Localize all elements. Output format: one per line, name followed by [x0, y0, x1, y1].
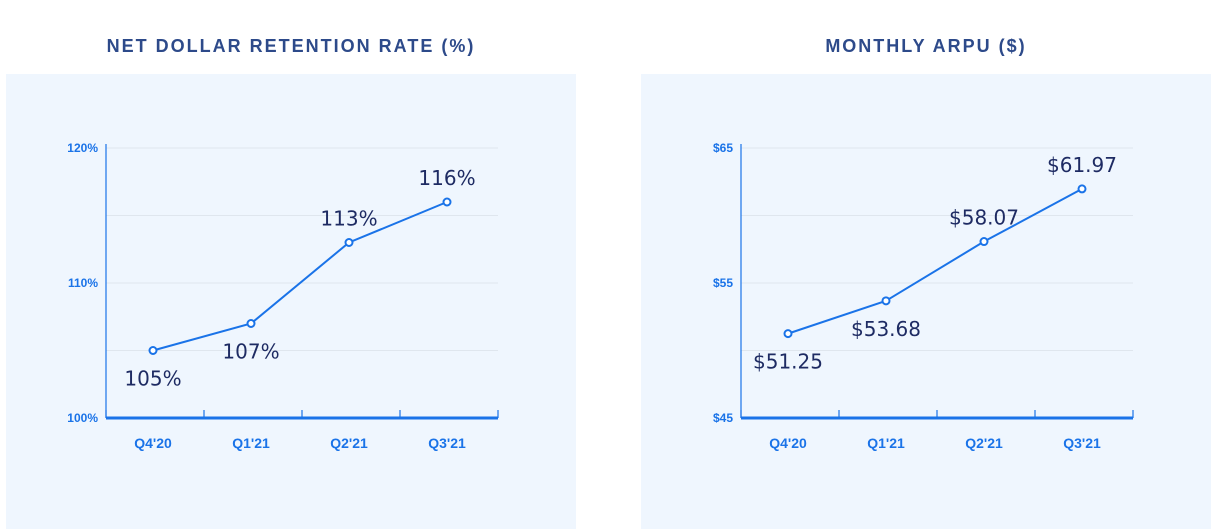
net-dollar-retention-chart: NET DOLLAR RETENTION RATE (%) 100% 110% 12… [6, 0, 576, 529]
data-label: 113% [320, 207, 377, 231]
chart-plot: 100% 110% 120% Q4'20 Q1'21 Q2'21 Q3'21 105% 107%… [67, 141, 499, 451]
data-label: $53.68 [851, 317, 921, 341]
y-tick-label: 110% [68, 276, 98, 290]
chart-title: NET DOLLAR RETENTION RATE (%) [106, 36, 476, 56]
data-label: $58.07 [949, 206, 1019, 230]
chart-panel [641, 74, 1211, 529]
x-tick-label: Q4'20 [134, 435, 172, 451]
data-point [881, 296, 891, 306]
y-tick-label: 100% [67, 411, 98, 425]
chart-title: MONTHLY ARPU ($) [825, 36, 1027, 56]
x-tick-label: Q3'21 [428, 435, 466, 451]
x-tick-label: Q2'21 [965, 435, 1003, 451]
y-tick-label: $65 [713, 141, 733, 155]
x-tick-label: Q1'21 [867, 435, 905, 451]
x-tick-label: Q1'21 [232, 435, 270, 451]
monthly-arpu-chart: MONTHLY ARPU ($) $45 $55 $65 Q4'20 Q1'21 Q2'2… [641, 0, 1211, 529]
chart-panel [6, 74, 576, 529]
data-point [783, 329, 793, 339]
x-tick-label: Q3'21 [1063, 435, 1101, 451]
data-label: 105% [124, 367, 181, 391]
data-point [442, 197, 452, 207]
y-tick-label: $45 [713, 411, 733, 425]
x-tick-label: Q4'20 [769, 435, 807, 451]
y-tick-label: $55 [713, 276, 733, 290]
data-label: 116% [418, 166, 475, 190]
data-point [979, 237, 989, 247]
x-tick-label: Q2'21 [330, 435, 368, 451]
data-point [148, 346, 158, 355]
y-tick-label: 120% [67, 141, 98, 155]
data-point [1077, 184, 1087, 194]
chart-plot: $45 $55 $65 Q4'20 Q1'21 Q2'21 Q3'21 $51.25 $53.6… [713, 141, 1134, 451]
series-line [152, 201, 448, 352]
data-point [246, 319, 256, 328]
data-label: 107% [222, 340, 279, 364]
data-label: $51.25 [753, 350, 823, 374]
data-label: $61.97 [1047, 153, 1117, 177]
series-line [787, 188, 1083, 335]
data-point [344, 238, 354, 247]
